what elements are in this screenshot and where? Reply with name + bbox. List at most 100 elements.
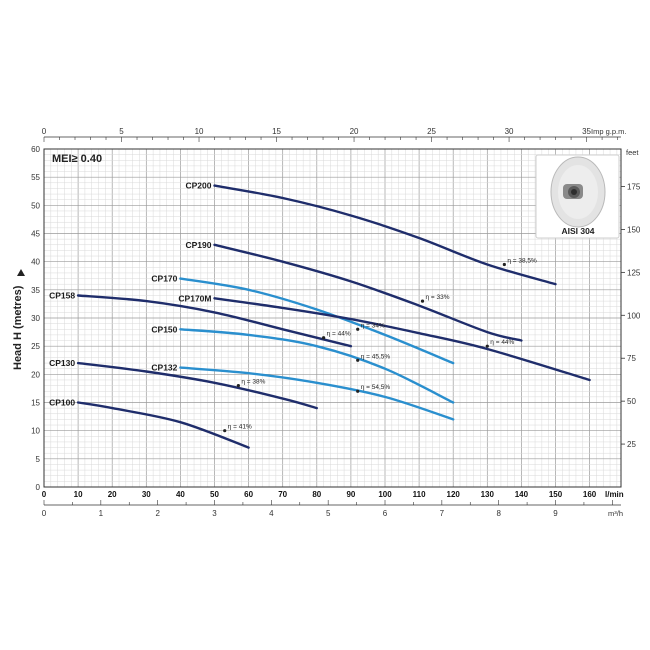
eta-label-cp170: η = 34% — [361, 322, 385, 329]
x-tick-label: 110 — [413, 490, 426, 499]
eta-label-cp170m: η = 44% — [490, 339, 514, 346]
eta-marker-cp100 — [223, 429, 227, 433]
series-group — [76, 184, 591, 449]
feet-unit-label: feet — [626, 148, 639, 157]
x-tick-label: 10 — [74, 490, 83, 499]
series-line-cp158 — [76, 294, 353, 348]
x-tick-label: 140 — [515, 490, 529, 499]
y-tick-label: 45 — [31, 230, 40, 239]
y-axis-arrow-icon — [17, 269, 25, 276]
eta-marker-cp190 — [420, 299, 425, 303]
x-unit-label: l/min — [605, 490, 624, 499]
labels-group: CP200 η = 38,5% CP190 η = 33% CP170 η = 34% CP… — [49, 181, 537, 433]
m3h-tick-label: 7 — [440, 509, 445, 518]
eta-label-cp190: η = 33% — [426, 294, 450, 301]
m3h-tick-label: 2 — [155, 509, 160, 518]
top-tick-label: 15 — [272, 127, 281, 136]
series-label-cp158: CP158 — [49, 290, 75, 300]
m3h-unit-label: m³/h — [608, 509, 623, 518]
eta-label-cp158: η = 44% — [327, 331, 351, 338]
y-tick-label: 50 — [31, 201, 40, 210]
m3h-tick-label: 3 — [212, 509, 217, 518]
feet-tick-label: 175 — [627, 183, 641, 192]
eta-marker-cp170m — [485, 344, 489, 348]
feet-tick-label: 50 — [627, 397, 636, 406]
series-label-cp200: CP200 — [186, 181, 212, 191]
x-tick-label: 20 — [108, 490, 117, 499]
m3h-tick-label: 9 — [553, 509, 558, 518]
m3h-tick-label: 4 — [269, 509, 274, 518]
feet-tick-label: 125 — [627, 268, 641, 277]
y-tick-label: 15 — [31, 399, 40, 408]
series-label-cp100: CP100 — [49, 398, 75, 408]
eta-marker-cp158 — [322, 336, 326, 340]
eta-label-cp100: η = 41% — [228, 424, 252, 431]
series-line-cp200 — [213, 184, 557, 286]
series-line-cp100 — [76, 401, 250, 449]
y-tick-label: 40 — [31, 258, 40, 267]
x-tick-label: 90 — [346, 490, 355, 499]
y-tick-label: 25 — [31, 342, 40, 351]
eta-label-cp150: η = 45,5% — [361, 353, 391, 360]
y-tick-label: 0 — [36, 483, 41, 492]
top-tick-label: 25 — [427, 127, 436, 136]
top-tick-label: 5 — [119, 127, 124, 136]
feet-tick-label: 100 — [627, 311, 641, 320]
eta-marker-cp132 — [356, 389, 360, 393]
inset-label: AISI 304 — [561, 226, 594, 236]
grid — [43, 148, 621, 488]
top-tick-label: 35 — [582, 127, 591, 136]
m3h-tick-label: 8 — [496, 509, 501, 518]
x-tick-label: 120 — [447, 490, 461, 499]
top-tick-label: 0 — [42, 127, 47, 136]
pump-image — [550, 156, 606, 228]
y-tick-label: 20 — [31, 370, 40, 379]
eta-marker-cp170 — [356, 327, 360, 331]
x-tick-label: 50 — [210, 490, 219, 499]
top-tick-label: 10 — [195, 127, 204, 136]
m3h-tick-label: 0 — [42, 509, 47, 518]
x-tick-label: 60 — [244, 490, 253, 499]
feet-tick-label: 150 — [627, 225, 641, 234]
series-label-cp170: CP170 — [151, 274, 177, 284]
series-line-cp132 — [179, 366, 455, 421]
eta-marker-cp150 — [356, 358, 360, 362]
y-axis-label: Head H (metres) — [12, 285, 24, 370]
eta-marker-cp130 — [236, 384, 240, 388]
series-label-cp150: CP150 — [151, 324, 177, 334]
y-tick-label: 5 — [36, 455, 41, 464]
y-tick-label: 60 — [31, 145, 40, 154]
y-tick-label: 35 — [31, 286, 40, 295]
x-tick-label: 160 — [583, 490, 597, 499]
series-line-cp150 — [179, 328, 455, 404]
x-tick-label: 0 — [42, 490, 47, 499]
x-tick-label: 150 — [549, 490, 563, 499]
series-label-cp190: CP190 — [186, 240, 212, 250]
eta-marker-cp200 — [502, 262, 506, 267]
x-tick-label: 70 — [278, 490, 287, 499]
eta-label-cp132: η = 54,5% — [361, 384, 391, 391]
x-tick-label: 100 — [378, 490, 392, 499]
series-label-cp170m: CP170M — [178, 293, 211, 303]
series-line-cp190 — [213, 243, 523, 342]
x-tick-label: 40 — [176, 490, 185, 499]
feet-tick-label: 25 — [627, 440, 636, 449]
series-line-cp130 — [76, 361, 318, 410]
m3h-tick-label: 6 — [383, 509, 388, 518]
mei-label: MEI≥ 0.40 — [52, 153, 102, 165]
product-inset: AISI 304 — [535, 154, 620, 239]
top-tick-label: 20 — [350, 127, 359, 136]
axes: 0510152025303540455055602550751001251501… — [31, 127, 641, 518]
x-tick-label: 80 — [312, 490, 321, 499]
eta-label-cp130: η = 38% — [241, 379, 265, 386]
top-tick-label: 30 — [505, 127, 514, 136]
y-tick-label: 30 — [31, 314, 40, 323]
x-tick-label: 30 — [142, 490, 151, 499]
x-tick-label: 130 — [481, 490, 495, 499]
series-line-cp170m — [213, 297, 591, 382]
series-label-cp132: CP132 — [151, 363, 177, 373]
m3h-tick-label: 5 — [326, 509, 331, 518]
y-tick-label: 55 — [31, 173, 40, 182]
m3h-tick-label: 1 — [99, 509, 104, 518]
